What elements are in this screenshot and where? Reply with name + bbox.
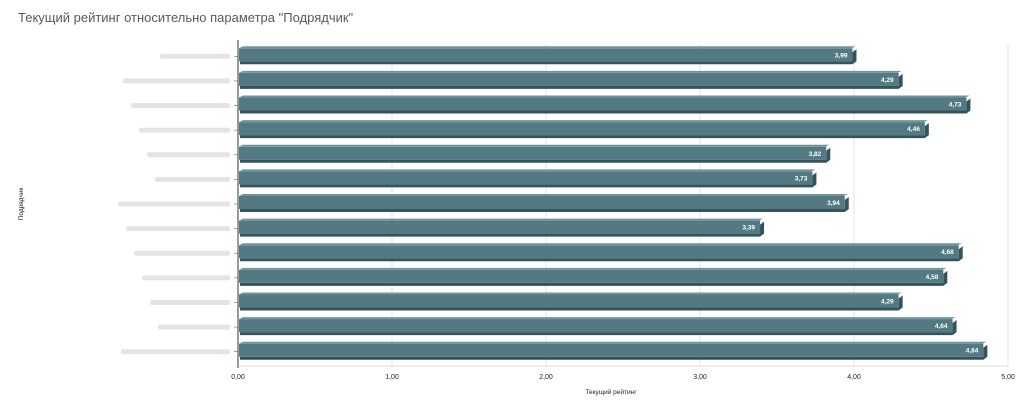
- bar-top: [239, 169, 816, 172]
- bar-top: [239, 243, 962, 246]
- bar-face: [239, 97, 967, 111]
- y-axis-label: Подрядчик: [18, 188, 25, 221]
- axis-layer: 0,00 1,00 2,00 3,00 4,00 5,00: [118, 40, 1015, 381]
- bar-value-label: 4,29: [881, 77, 894, 84]
- x-axis-label: Текущий рейтинг: [585, 388, 637, 396]
- y-category-label: [150, 299, 230, 305]
- bar-value-label: 4,29: [881, 298, 894, 305]
- bar: 3,73: [239, 169, 817, 188]
- bar: 3,39: [239, 218, 765, 237]
- y-category-label: [126, 226, 230, 232]
- bar: 4,84: [239, 341, 988, 360]
- bar-value-label: 3,39: [742, 225, 755, 232]
- bar-top: [239, 46, 856, 49]
- y-category-label: [160, 53, 230, 59]
- bar: 4,46: [239, 120, 929, 139]
- y-category-label: [142, 275, 230, 281]
- y-category-label: [121, 349, 230, 355]
- bar-top: [239, 317, 956, 320]
- bar: 3,99: [239, 46, 857, 65]
- bar-face: [239, 220, 761, 234]
- bar-value-label: 4,68: [941, 249, 954, 256]
- x-tick-label: 5,00: [1001, 374, 1015, 381]
- y-category-label: [158, 324, 230, 330]
- bar-face: [239, 269, 944, 283]
- bar-face: [239, 72, 899, 86]
- bar-top: [239, 144, 830, 147]
- bar-value-label: 3,99: [835, 52, 848, 59]
- bar: 3,82: [239, 144, 831, 163]
- bar: 4,73: [239, 95, 971, 114]
- chart-title: Текущий рейтинг относительно параметра "…: [18, 10, 354, 25]
- bar-value-label: 3,94: [827, 200, 840, 207]
- x-tick-label: 2,00: [539, 374, 553, 381]
- bar: 3,94: [239, 194, 849, 212]
- bar-value-label: 4,73: [949, 102, 962, 109]
- x-tick-label: 0,00: [231, 374, 245, 381]
- y-category-label: [118, 201, 230, 207]
- bar-face: [239, 48, 853, 62]
- bar-face: [239, 294, 899, 308]
- bar-top: [239, 95, 970, 98]
- bar-top: [239, 267, 947, 270]
- bar-value-label: 4,84: [966, 348, 979, 355]
- y-category-label: [134, 250, 230, 256]
- x-tick-label: 4,00: [847, 374, 861, 381]
- bar-value-label: 3,73: [795, 175, 808, 182]
- y-category-label: [139, 127, 230, 133]
- bars-layer: 3,99 4,29 4,73 4,46 3,82 3,73 3,94 3,39 4,68 4,58…: [239, 46, 988, 360]
- bar-top: [239, 218, 764, 221]
- bar: 4,68: [239, 243, 963, 262]
- y-category-label: [131, 103, 230, 109]
- bar-value-label: 4,46: [907, 126, 920, 133]
- bar-top: [239, 120, 928, 123]
- bar: 4,58: [239, 267, 948, 286]
- y-category-label: [155, 176, 230, 182]
- bar-top: [239, 341, 987, 344]
- bar-top: [239, 70, 902, 73]
- y-category-label: [147, 152, 230, 158]
- bar-face: [239, 171, 813, 185]
- bar-face: [239, 319, 953, 333]
- bar-face: [239, 122, 925, 136]
- bar-face: [239, 343, 984, 357]
- bar: 4,29: [239, 292, 903, 311]
- bar-face: [239, 196, 845, 209]
- x-tick-label: 3,00: [693, 374, 707, 381]
- bar-value-label: 4,58: [926, 274, 939, 281]
- bar-face: [239, 245, 959, 259]
- bar-top: [239, 292, 902, 295]
- bar-face: [239, 146, 827, 160]
- bar-value-label: 4,64: [935, 323, 948, 330]
- bar-value-label: 3,82: [809, 151, 822, 158]
- x-tick-label: 1,00: [385, 374, 399, 381]
- bar: 4,29: [239, 70, 903, 89]
- bar: 4,64: [239, 317, 957, 336]
- bar-top: [239, 194, 848, 196]
- y-category-label: [123, 78, 230, 84]
